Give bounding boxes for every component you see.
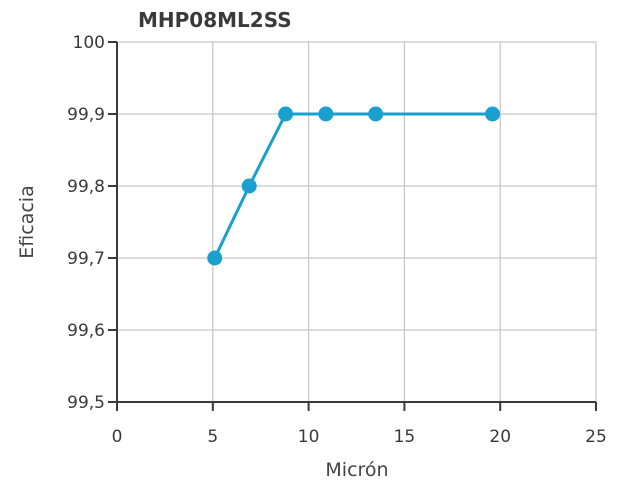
data-series	[207, 106, 501, 266]
data-point	[485, 106, 501, 122]
x-tick-label: 10	[298, 427, 320, 447]
y-tick-label: 99,5	[67, 393, 105, 413]
x-tick-label: 5	[207, 427, 218, 447]
grid	[117, 41, 597, 402]
axes	[108, 41, 597, 411]
x-axis-label: Micrón	[325, 459, 388, 481]
chart-title: MHP08ML2SS	[138, 8, 292, 32]
y-tick-label: 100	[73, 33, 105, 53]
data-point	[318, 106, 334, 122]
data-point	[241, 178, 257, 194]
y-tick-label: 99,9	[67, 105, 105, 125]
data-point	[278, 106, 294, 122]
y-tick-label: 99,6	[67, 321, 105, 341]
x-tick-label: 15	[394, 427, 416, 447]
y-tick-label: 99,7	[67, 249, 105, 269]
y-axis-label: Eficacia	[16, 185, 38, 258]
y-tick-label: 99,8	[67, 177, 105, 197]
data-point	[207, 250, 223, 266]
series-line	[213, 112, 493, 259]
x-tick-label: 20	[489, 427, 511, 447]
x-tick-label: 25	[585, 427, 607, 447]
tick-labels: 99,5 99,6 99,7 99,8 99,9 100 0 5 10 15 20 25	[67, 33, 607, 447]
data-point	[368, 106, 384, 122]
x-tick-label: 0	[112, 427, 123, 447]
